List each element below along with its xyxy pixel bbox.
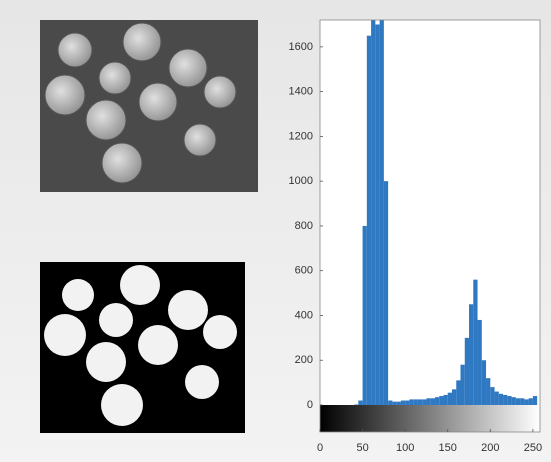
bar [516, 398, 520, 405]
bar [375, 24, 379, 405]
bar [512, 397, 516, 405]
bar [465, 338, 469, 405]
bar [461, 365, 465, 405]
bar [482, 360, 486, 405]
bar [388, 401, 392, 405]
x-tick-label: 100 [396, 442, 414, 454]
bar [401, 401, 405, 405]
plot-area [320, 20, 540, 432]
x-tick-label: 200 [481, 442, 499, 454]
bar [439, 396, 443, 405]
bar [392, 402, 396, 405]
bar [469, 304, 473, 405]
screenshot: 0 200 400 600 800 1000 1200 1400 1600 0 50 100 150 20… [0, 0, 551, 462]
bar [397, 402, 401, 405]
bar [418, 399, 422, 405]
bar [452, 389, 456, 405]
bar [409, 399, 413, 405]
coins-image [40, 20, 258, 192]
bar [524, 399, 528, 405]
y-tick-label: 1600 [289, 41, 313, 53]
bar [490, 387, 494, 405]
bar [520, 398, 524, 405]
bar [478, 320, 482, 405]
bar [414, 399, 418, 405]
x-tick-label: 250 [524, 442, 542, 454]
bar [495, 392, 499, 405]
x-tick-label: 150 [439, 442, 457, 454]
y-tick-label: 600 [295, 265, 313, 277]
bar [435, 397, 439, 405]
y-tick-label: 1400 [289, 86, 313, 98]
x-tick-label: 50 [356, 442, 368, 454]
binary-image [40, 262, 245, 433]
bar [426, 398, 430, 405]
bar [367, 36, 371, 405]
y-tick-label: 200 [295, 354, 313, 366]
bar [507, 396, 511, 405]
y-tick-label: 1000 [289, 175, 313, 187]
bar [529, 398, 533, 405]
bar [486, 378, 490, 405]
bar [503, 395, 507, 405]
y-tick-label: 0 [307, 399, 313, 411]
bar [422, 399, 426, 405]
bar [358, 401, 362, 405]
bar [443, 395, 447, 405]
x-tick-label: 0 [317, 442, 323, 454]
bar [473, 280, 477, 405]
y-tick-label: 400 [295, 309, 313, 321]
bar [448, 393, 452, 405]
bar [405, 401, 409, 405]
bar [431, 398, 435, 405]
bar [363, 226, 367, 405]
bar [371, 0, 375, 405]
colorbar [320, 405, 540, 432]
bar [384, 181, 388, 405]
y-tick-label: 800 [295, 220, 313, 232]
bar [533, 396, 537, 405]
bar [380, 0, 384, 405]
y-tick-label: 1200 [289, 130, 313, 142]
bar [499, 394, 503, 405]
bar [456, 380, 460, 405]
